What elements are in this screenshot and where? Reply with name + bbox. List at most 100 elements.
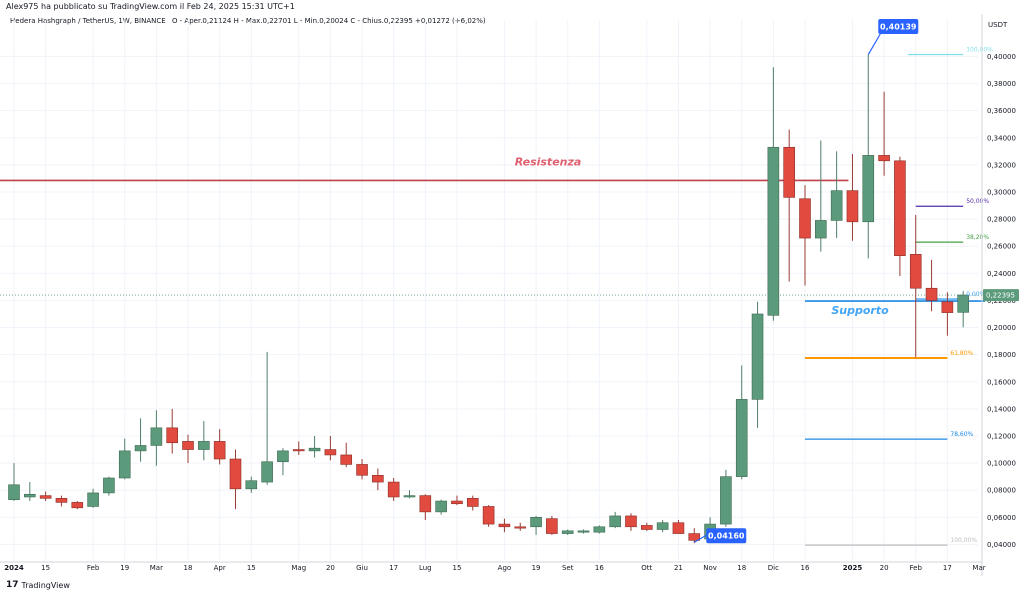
high-price-pointer — [867, 33, 881, 55]
x-tick-label: Mar — [150, 564, 163, 572]
candle — [894, 156, 906, 277]
header-bar: Alex975 ha pubblicato su TradingView.com… — [0, 0, 1024, 14]
candle — [198, 421, 210, 461]
fib-level-label: 78,60% — [950, 431, 973, 438]
candle — [577, 529, 590, 534]
candle — [71, 501, 84, 510]
candle-body — [482, 506, 495, 525]
resistance-label: Resistenza — [515, 155, 582, 168]
candle — [324, 435, 337, 461]
fib-level-label: 100,00% — [966, 47, 993, 54]
y-tick-label: 0,34000 — [987, 134, 1016, 142]
candle — [261, 351, 273, 485]
low-price-pointer — [693, 534, 707, 543]
candle — [292, 441, 305, 455]
x-tick-label: 19 — [120, 564, 129, 572]
candle — [546, 515, 558, 535]
candle — [815, 140, 827, 252]
x-tick-label: 18 — [737, 564, 746, 572]
x-tick-label: 15 — [247, 564, 256, 572]
last-price-tag — [983, 289, 1019, 302]
candle — [593, 525, 606, 534]
candle — [625, 513, 637, 531]
x-tick-label: Mag — [291, 564, 306, 572]
candle-body — [894, 160, 906, 256]
y-tick-label: 0,36000 — [987, 107, 1016, 115]
candle — [55, 495, 68, 507]
fib-level-label: 50,00% — [966, 198, 989, 205]
y-tick-label: 0,32000 — [987, 161, 1016, 169]
candle — [514, 522, 527, 531]
candle-body — [688, 533, 701, 541]
candle — [229, 449, 242, 510]
candle-body — [292, 449, 305, 452]
candle — [656, 520, 669, 533]
candle — [213, 429, 226, 465]
candle-body — [609, 515, 621, 528]
candle-body — [198, 441, 210, 450]
x-tick-label: Dic — [768, 564, 779, 572]
candle-body — [245, 480, 258, 490]
candle-body — [55, 498, 68, 503]
candle-body — [751, 313, 764, 400]
y-tick-label: 0,16000 — [987, 378, 1016, 386]
x-tick-label: 17 — [943, 564, 952, 572]
fib-level-label: 100,00% — [950, 537, 977, 544]
candle — [878, 91, 890, 176]
y-tick-label: 0,30000 — [987, 188, 1016, 196]
x-tick-label: Feb — [910, 564, 923, 572]
candle — [308, 435, 321, 458]
symbol-name: Hedera Hashgraph / TetherUS, 1W, BINANCE — [10, 17, 166, 25]
candle-body — [830, 190, 843, 221]
x-tick-label: 19 — [532, 564, 541, 572]
candle — [166, 408, 178, 454]
candle-body — [862, 155, 875, 223]
candle — [909, 215, 922, 358]
candle-body — [783, 146, 795, 198]
candle-body — [909, 254, 922, 289]
y-tick-label: 0,40000 — [987, 53, 1016, 61]
candle — [720, 469, 732, 527]
y-tick-label: 0,10000 — [987, 460, 1016, 468]
candle-body — [815, 220, 827, 239]
candle — [150, 410, 163, 466]
candle — [672, 520, 685, 534]
candle-body — [846, 190, 859, 223]
y-tick-label: 0,26000 — [987, 243, 1016, 251]
candle — [830, 151, 843, 239]
candle-body — [577, 530, 590, 533]
candle-body — [403, 495, 416, 498]
candle — [356, 459, 368, 480]
x-tick-label: Nov — [703, 564, 717, 572]
candle — [846, 154, 859, 241]
x-tick-label: Giu — [356, 564, 368, 572]
candle-body — [451, 500, 463, 505]
x-tick-label: Lug — [419, 564, 432, 572]
x-tick-label: Apr — [214, 564, 226, 572]
candle — [466, 495, 479, 511]
candle-body — [39, 495, 52, 499]
candle — [482, 505, 495, 527]
candle — [688, 528, 701, 544]
candle — [103, 476, 115, 496]
candle-body — [166, 427, 178, 444]
candle — [640, 522, 653, 531]
candle-body — [387, 481, 400, 498]
candle-body — [261, 461, 273, 483]
publisher-text: Alex975 ha pubblicato su TradingView.com… — [6, 2, 295, 11]
candle — [735, 365, 748, 480]
candle-body — [150, 427, 163, 446]
x-tick-label: 21 — [674, 564, 683, 572]
candle-body — [213, 441, 226, 460]
low-price-tag — [706, 528, 747, 544]
x-tick-label: 20 — [880, 564, 889, 572]
candle-body — [656, 522, 669, 530]
x-tick-label: 16 — [801, 564, 810, 572]
chart-grid — [0, 20, 978, 560]
tradingview-logo[interactable]: 17 TradingView — [6, 580, 70, 590]
x-tick-label: 18 — [184, 564, 193, 572]
candle-body — [277, 450, 289, 463]
candle-body — [324, 449, 337, 456]
x-tick-label: Ott — [641, 564, 652, 572]
